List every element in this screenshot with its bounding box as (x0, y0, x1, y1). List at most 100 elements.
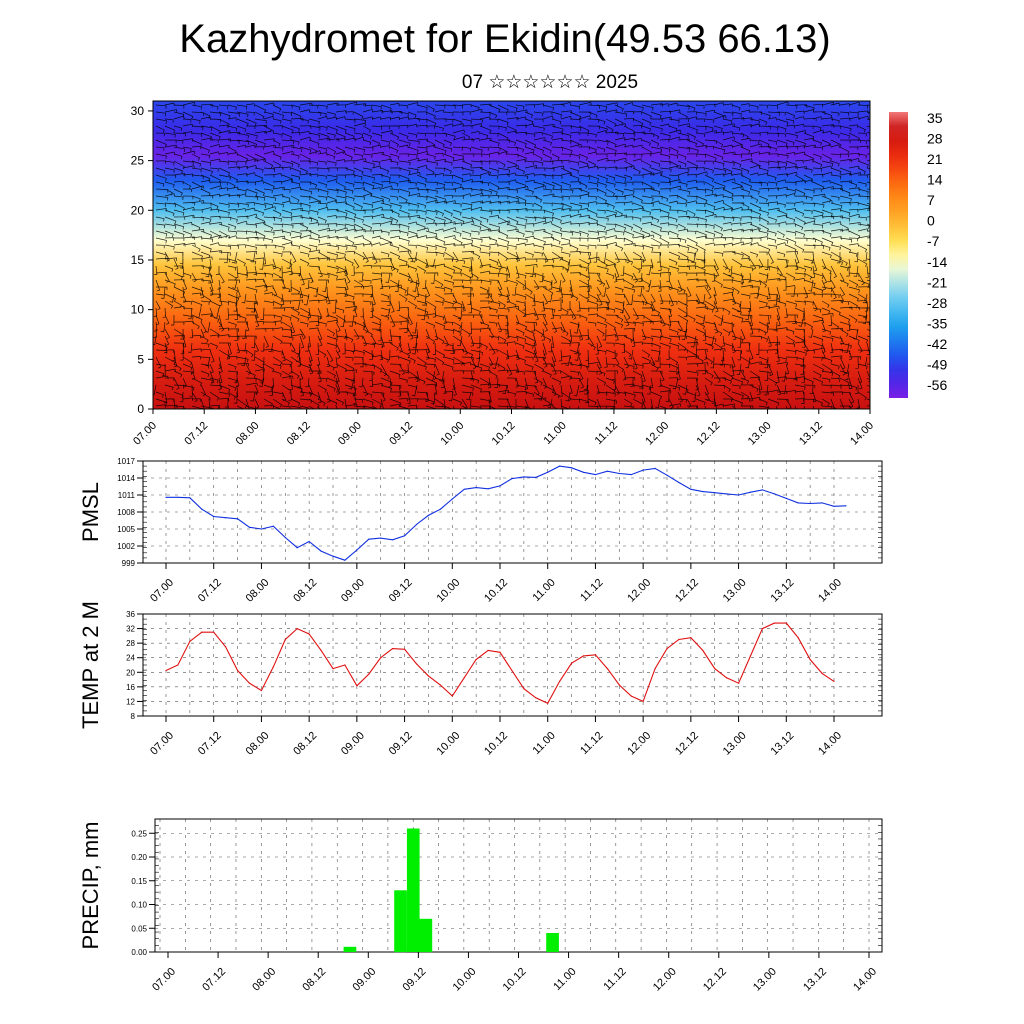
series-point (189, 640, 191, 642)
heatmap-xtick-label: 08.12 (285, 420, 313, 448)
precip-bar (419, 918, 433, 953)
series-point (702, 491, 704, 493)
xtick-label: 12.12 (673, 730, 701, 758)
series-point (582, 471, 585, 473)
series-line (166, 465, 846, 561)
legend-label: 7 (927, 192, 935, 208)
xtick-label: 10.00 (451, 966, 479, 994)
xtick-label: 10.00 (434, 730, 462, 758)
series-point (738, 682, 740, 684)
series-point (582, 655, 585, 657)
heatmap-xtick-label: 09.00 (336, 420, 364, 448)
series-point (809, 502, 811, 505)
xtick-label: 07.12 (200, 966, 228, 994)
series-point (260, 528, 262, 530)
heatmap-ytick-label: 10 (131, 303, 145, 317)
series-point (654, 668, 656, 670)
panel-frame (142, 613, 883, 717)
heatmap-xtick-label: 10.12 (490, 420, 518, 448)
ytick-label: 1008 (117, 508, 135, 517)
heatmap-xtick-label: 11.12 (593, 420, 620, 447)
xtick-label: 08.12 (300, 966, 328, 994)
series-point (761, 628, 764, 630)
series-point (272, 525, 274, 527)
series-point (260, 689, 262, 692)
series-point (487, 488, 489, 490)
xtick-label: 13.12 (768, 730, 796, 758)
wind-barbs (153, 101, 870, 409)
series-point (821, 502, 823, 504)
series-point (380, 537, 382, 539)
ytick-label: 1002 (117, 542, 135, 551)
heatmap-xtick-label: 11.00 (541, 420, 568, 447)
series-point (451, 498, 453, 500)
series-point (213, 631, 215, 633)
series-point (618, 472, 620, 475)
series-point (726, 677, 728, 679)
series-point (439, 508, 441, 510)
series-point (368, 673, 370, 675)
series-point (642, 700, 644, 703)
heatmap-xtick-label: 13.12 (797, 420, 825, 448)
xtick-label: 14.00 (816, 730, 844, 758)
series-point (833, 505, 835, 507)
temperature-cross-section: 0 5 10 15 20 25 30 07.00 07.12 08.00 08.12 09.00 09.… (131, 100, 876, 448)
series-point (606, 470, 609, 472)
series-point (344, 559, 346, 561)
series-point (165, 496, 167, 498)
pmsl-panel: 1017 1014 1011 1008 1005 1002 999 PMSL 07.00 07.1… (78, 457, 883, 605)
xtick-label: 10.12 (501, 966, 529, 994)
series-point (439, 684, 441, 686)
temp-2m-panel: 36 32 28 24 20 16 12 8 TEMP at 2 M 07.00 07.12 08.0… (78, 601, 883, 758)
legend-label: -35 (927, 315, 947, 331)
series-point (332, 555, 334, 557)
heatmap-xtick-label: 09.12 (387, 420, 415, 448)
series-point (547, 471, 549, 473)
series-point (523, 476, 525, 478)
xtick-label: 13.00 (751, 966, 779, 994)
heatmap-xtick-label: 13.00 (746, 420, 774, 448)
legend-label: 14 (927, 172, 943, 188)
series-point (427, 514, 429, 517)
series-point (642, 469, 644, 471)
xtick-label: 13.00 (721, 730, 749, 758)
ytick-label: 20 (126, 668, 135, 677)
xtick-label: 07.00 (150, 966, 178, 994)
heatmap-ytick-label: 20 (131, 203, 145, 217)
heatmap-xtick-label: 07.00 (131, 420, 159, 448)
legend-label: -49 (927, 356, 947, 372)
y-axis-title: PRECIP, mm (78, 822, 103, 950)
series-point (749, 655, 752, 657)
series-point (284, 536, 286, 539)
ytick-label: 28 (126, 639, 135, 648)
series-point (833, 680, 835, 683)
heatmap-xtick-label: 08.00 (234, 420, 262, 448)
series-point (761, 489, 764, 491)
series-point (547, 702, 549, 704)
ytick-label: 0.15 (131, 877, 147, 886)
series-point (738, 494, 740, 496)
series-point (237, 518, 239, 520)
series-point (308, 633, 310, 635)
heatmap-xtick-label: 12.00 (643, 420, 671, 448)
xtick-label: 09.00 (339, 730, 367, 758)
series-point (773, 493, 776, 495)
series-point (201, 631, 203, 633)
xtick-label: 08.12 (291, 577, 319, 605)
ytick-label: 0.00 (131, 948, 147, 957)
series-point (785, 497, 787, 499)
xtick-label: 12.12 (701, 966, 729, 994)
heatmap-ytick-label: 15 (131, 253, 145, 267)
temp-at-2-m-grid (143, 613, 882, 717)
ytick-label: 0.10 (131, 901, 147, 910)
xtick-label: 12.00 (625, 577, 653, 605)
ytick-label: 0.25 (131, 829, 147, 838)
series-point (499, 485, 501, 487)
series-point (511, 669, 513, 672)
xtick-label: 10.00 (434, 577, 462, 605)
series-point (785, 622, 787, 624)
series-point (201, 508, 203, 510)
xtick-label: 14.00 (816, 577, 844, 605)
panel-frame (154, 818, 883, 953)
xtick-label: 12.00 (651, 966, 679, 994)
